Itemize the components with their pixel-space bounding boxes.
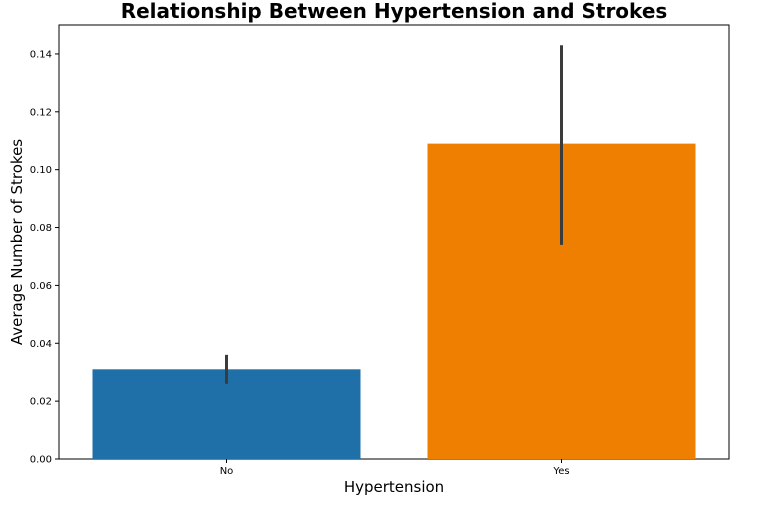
y-tick-label: 0.06 <box>30 281 52 292</box>
y-axis-label: Average Number of Strokes <box>8 139 26 345</box>
y-axis: 0.00 0.02 0.04 0.06 0.08 0.10 0.12 0.14 <box>30 49 59 466</box>
y-tick-label: 0.02 <box>30 397 52 408</box>
y-tick-label: 0.08 <box>30 223 52 234</box>
chart-title: Relationship Between Hypertension and St… <box>121 0 668 23</box>
x-tick-label: Yes <box>552 466 569 477</box>
y-tick-label: 0.04 <box>30 339 52 350</box>
x-tick-label: No <box>220 466 234 477</box>
error-bars <box>225 45 563 384</box>
y-tick-label: 0.10 <box>30 165 52 176</box>
y-tick-label: 0.14 <box>30 49 52 60</box>
y-tick-label: 0.00 <box>30 455 52 466</box>
x-axis: No Yes <box>220 459 570 477</box>
y-tick-label: 0.12 <box>30 107 52 118</box>
x-axis-label: Hypertension <box>344 478 444 496</box>
bars <box>92 143 696 460</box>
bar-no <box>92 369 361 459</box>
